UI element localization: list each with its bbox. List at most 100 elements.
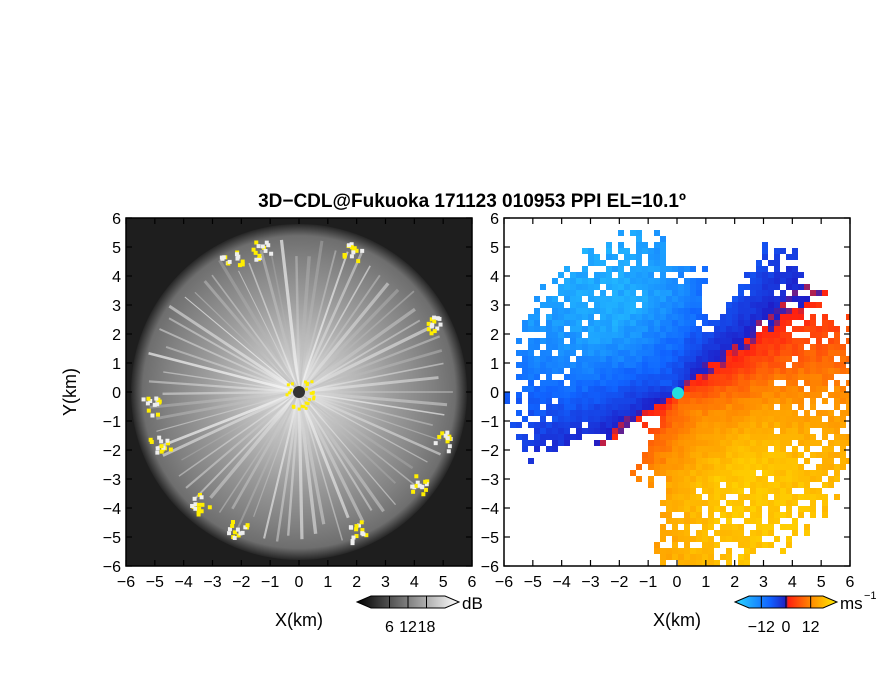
velocity-pixel [534,374,540,380]
velocity-pixel [696,278,702,284]
velocity-pixel [528,458,534,464]
velocity-pixel [672,362,678,368]
velocity-pixel [756,356,762,362]
velocity-pixel [702,410,708,416]
velocity-pixel [582,428,588,434]
velocity-pixel [756,374,762,380]
velocity-pixel [798,452,804,458]
velocity-pixel [804,422,810,428]
velocity-pixel [816,290,822,296]
velocity-pixel [732,428,738,434]
velocity-pixel [684,506,690,512]
velocity-pixel [690,512,696,518]
beam-ray [298,325,433,394]
echo-pixel [351,248,356,253]
velocity-pixel [834,434,840,440]
velocity-pixel [600,260,606,266]
velocity-pixel [720,476,726,482]
velocity-pixel [792,338,798,344]
velocity-pixel [558,290,564,296]
velocity-pixel [630,362,636,368]
velocity-pixel [732,500,738,506]
velocity-pixel [708,548,714,554]
velocity-pixel [618,326,624,332]
velocity-pixel [588,320,594,326]
velocity-pixel [744,548,750,554]
velocity-pixel [702,338,708,344]
velocity-pixel [690,518,696,524]
velocity-pixel [702,332,708,338]
velocity-pixel [792,524,798,530]
velocity-pixel [726,500,732,506]
velocity-pixel [732,392,738,398]
velocity-pixel [792,410,798,416]
velocity-pixel [714,500,720,506]
velocity-pixel [714,386,720,392]
velocity-pixel [690,536,696,542]
velocity-colorbar-unit-exponent: −1 [864,590,877,602]
velocity-pixel [750,494,756,500]
velocity-pixel [846,326,850,332]
velocity-pixel [804,440,810,446]
velocity-pixel [672,482,678,488]
velocity-pixel [780,350,786,356]
velocity-pixel [756,362,762,368]
velocity-pixel [816,488,822,494]
echo-pixel [154,396,159,401]
velocity-pixel [666,476,672,482]
x-tick-label: −1 [639,574,657,591]
velocity-pixel [696,338,702,344]
velocity-pixel [582,404,588,410]
velocity-pixel [822,314,828,320]
velocity-pixel [804,476,810,482]
velocity-pixel [756,392,762,398]
velocity-pixel [684,440,690,446]
echo-pixel [429,331,434,336]
velocity-pixel [774,362,780,368]
velocity-pixel [750,332,756,338]
beam-ray [218,391,300,513]
velocity-pixel [810,380,816,386]
velocity-pixel [744,410,750,416]
velocity-pixel [570,422,576,428]
velocity-pixel [630,308,636,314]
velocity-pixel [576,296,582,302]
velocity-pixel [552,302,558,308]
velocity-pixel [756,404,762,410]
beam-ray [297,256,311,393]
velocity-pixel [624,410,630,416]
velocity-pixel [774,350,780,356]
velocity-pixel [546,362,552,368]
velocity-pixel [798,344,804,350]
velocity-pixel [720,392,726,398]
velocity-pixel [678,284,684,290]
velocity-pixel [558,338,564,344]
velocity-pixel [600,326,606,332]
velocity-pixel [672,344,678,350]
velocity-pixel [660,512,666,518]
echo-pixel [207,505,212,510]
velocity-pixel [690,560,696,566]
velocity-pixel [702,470,708,476]
velocity-pixel [708,416,714,422]
velocity-pixel [678,488,684,494]
velocity-pixel [720,434,726,440]
velocity-pixel [774,500,780,506]
velocity-pixel [588,410,594,416]
velocity-pixel [672,350,678,356]
velocity-pixel [762,362,768,368]
velocity-pixel [642,386,648,392]
velocity-pixel [774,440,780,446]
velocity-pixel [660,278,666,284]
velocity-pixel [672,500,678,506]
velocity-pixel [540,284,546,290]
velocity-pixel [612,350,618,356]
velocity-pixel [732,362,738,368]
velocity-pixel [786,368,792,374]
beam-ray [298,250,337,393]
velocity-pixel [570,290,576,296]
velocity-pixel [828,422,834,428]
y-tick-label: −2 [481,443,499,460]
velocity-pixel [738,410,744,416]
velocity-pixel [636,386,642,392]
